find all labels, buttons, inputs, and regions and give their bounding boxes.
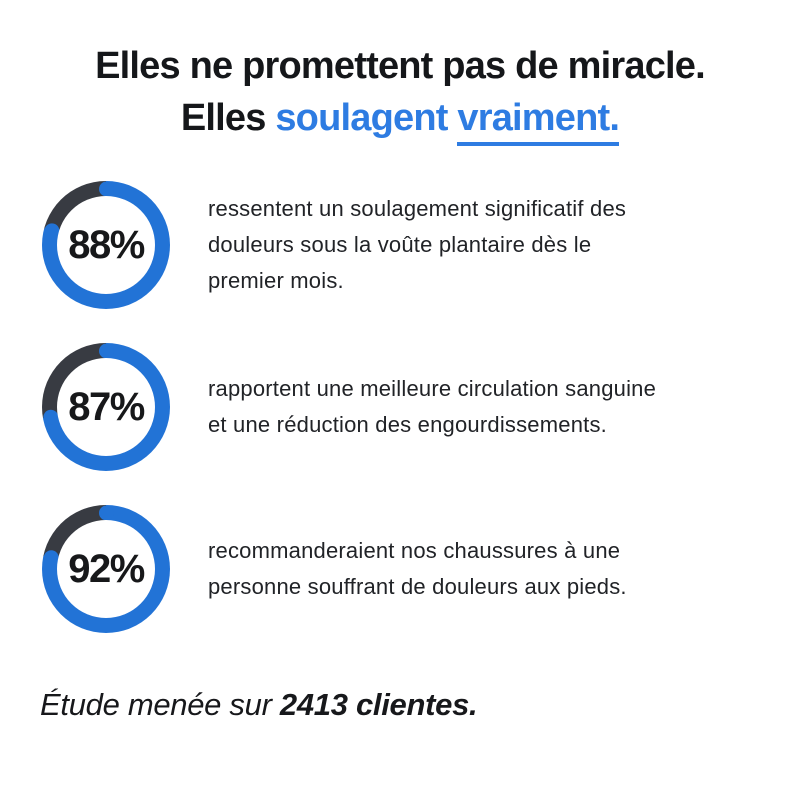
ring-cap-start-icon	[98, 505, 114, 520]
stat-row: 92% recommanderaient nos chaussures à un…	[41, 505, 800, 633]
progress-ring: 92%	[41, 505, 170, 633]
stat-row: 88% ressentent un soulagement significat…	[42, 181, 800, 309]
heading-line1: Elles ne promettent pas de miracle.	[95, 45, 706, 87]
stat-description: recommanderaient nos chaussures à une pe…	[208, 538, 627, 599]
heading-line2-prefix: Elles	[180, 97, 276, 139]
main-heading: Elles ne promettent pas de miracle. Elle…	[0, 40, 800, 146]
study-note: Étude menée sur 2413 clientes.	[0, 687, 800, 723]
heading-highlight: soulagent	[275, 97, 448, 139]
ring-inner: 92%	[57, 520, 155, 618]
heading-underlined: vraiment.	[457, 97, 620, 146]
percent-label: 88%	[68, 222, 145, 267]
stat-description: ressentent un soulagement significatif d…	[208, 196, 627, 293]
progress-ring: 87%	[41, 343, 170, 471]
progress-ring: 88%	[42, 181, 170, 309]
stat-description: rapportent une meilleure circulation san…	[208, 376, 657, 437]
ring-inner: 88%	[57, 196, 155, 294]
ring-cap-start-icon	[98, 343, 114, 358]
percent-label: 87%	[68, 384, 145, 429]
ring-cap-start-icon	[98, 181, 114, 196]
study-note-bold: 2413 clientes.	[279, 687, 478, 722]
ring-inner: 87%	[57, 358, 155, 456]
stat-row: 87% rapportent une meilleure circulation…	[41, 343, 800, 471]
percent-label: 92%	[68, 546, 145, 591]
study-note-prefix: Étude menée sur	[40, 687, 280, 722]
stats-list: 88% ressentent un soulagement significat…	[0, 181, 800, 633]
